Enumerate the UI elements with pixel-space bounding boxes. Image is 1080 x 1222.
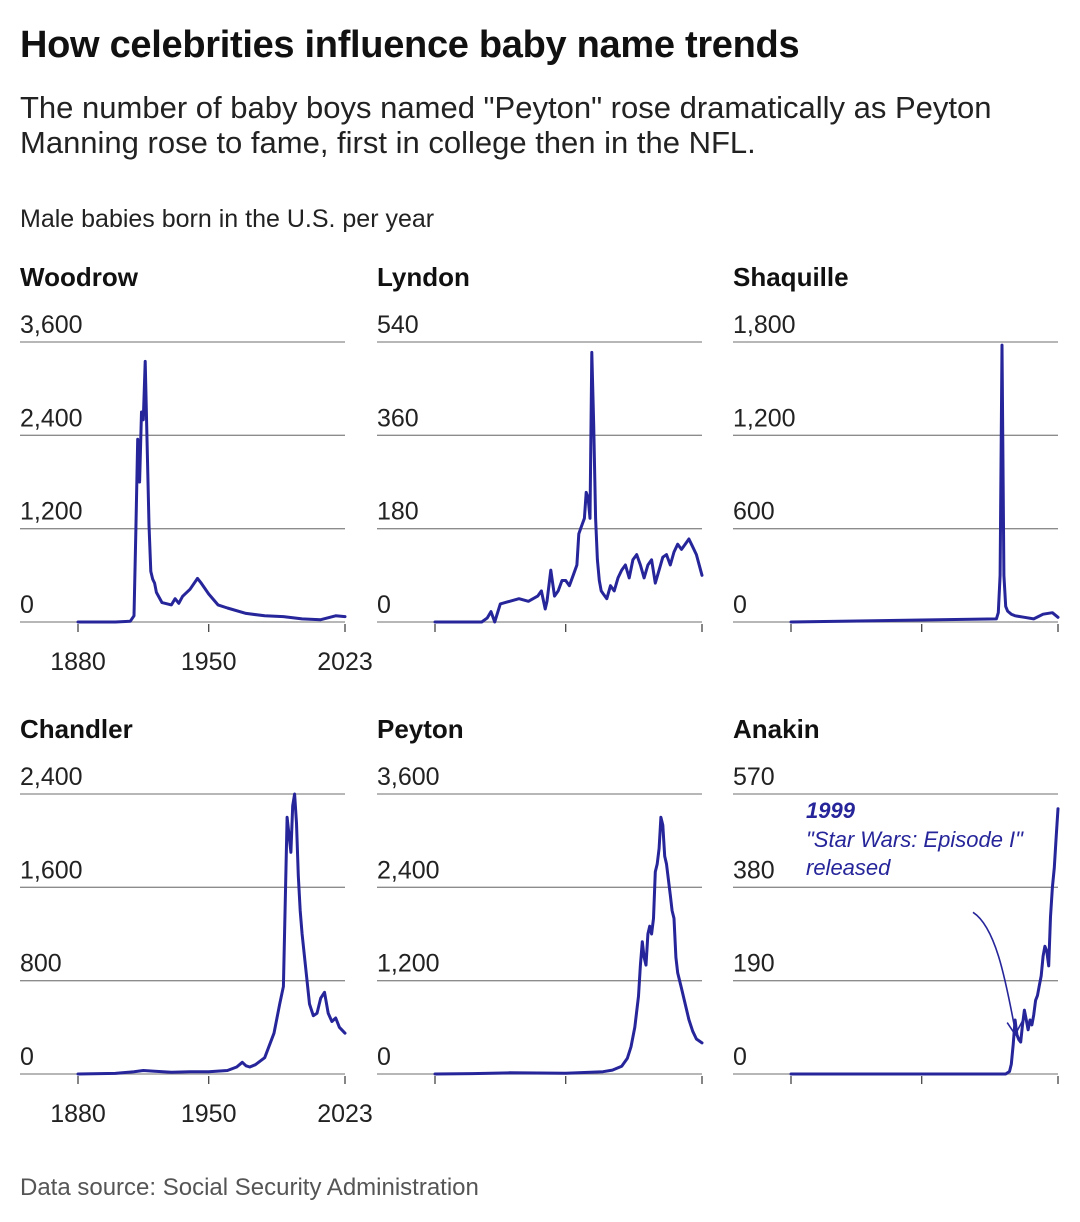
y-tick-label: 2,400	[20, 404, 83, 432]
y-tick-label: 190	[733, 950, 775, 978]
panel-title: Lyndon	[377, 262, 470, 292]
series-line	[76, 359, 347, 624]
panel-title: Anakin	[733, 714, 820, 744]
y-tick-label: 570	[733, 763, 775, 791]
y-tick-label: 2,400	[20, 763, 83, 791]
panel-title: Shaquille	[733, 262, 849, 292]
x-tick-label: 2023	[317, 648, 373, 676]
series-line	[433, 815, 704, 1076]
x-tick-label: 1880	[50, 1100, 106, 1128]
series-line	[789, 343, 1060, 624]
panel-title: Chandler	[20, 714, 133, 744]
annotation-arrowhead	[1006, 1021, 1023, 1037]
y-tick-label: 1,600	[20, 856, 83, 884]
y-tick-label: 3,600	[20, 311, 83, 339]
y-tick-label: 0	[733, 591, 747, 619]
panel-shaquille: Shaquille 0 600 1,200 1,800	[733, 262, 1060, 632]
x-tick-label: 2023	[317, 1100, 373, 1128]
annotation-text: "Star Wars: Episode I"	[806, 827, 1024, 852]
y-tick-label: 1,200	[733, 404, 796, 432]
x-tick-label: 1950	[181, 1100, 237, 1128]
y-tick-label: 1,200	[377, 950, 440, 978]
y-tick-label: 3,600	[377, 763, 440, 791]
panel-title: Woodrow	[20, 262, 139, 292]
y-tick-label: 0	[733, 1043, 747, 1071]
series-line	[433, 350, 704, 624]
panel-chandler: Chandler 0 800 1,600 2,400 1880 1950 2023	[20, 714, 373, 1128]
y-tick-label: 0	[377, 591, 391, 619]
y-tick-label: 360	[377, 404, 419, 432]
y-tick-label: 0	[377, 1043, 391, 1071]
y-tick-label: 600	[733, 498, 775, 526]
y-tick-label: 380	[733, 856, 775, 884]
series-line	[76, 792, 347, 1076]
annotation-arrow	[972, 911, 1016, 1031]
panel-peyton: Peyton 0 1,200 2,400 3,600	[377, 714, 704, 1084]
panel-title: Peyton	[377, 714, 464, 744]
y-tick-label: 1,200	[20, 498, 83, 526]
chart-subtitle: The number of baby boys named "Peyton" r…	[20, 90, 992, 160]
y-tick-label: 0	[20, 1043, 34, 1071]
y-tick-label: 180	[377, 498, 419, 526]
units-label: Male babies born in the U.S. per year	[20, 205, 435, 233]
annotation-text: released	[806, 855, 891, 880]
y-tick-label: 2,400	[377, 856, 440, 884]
x-tick-label: 1950	[181, 648, 237, 676]
data-source: Data source: Social Security Administrat…	[20, 1174, 479, 1201]
chart-title: How celebrities influence baby name tren…	[20, 24, 800, 66]
y-tick-label: 540	[377, 311, 419, 339]
y-tick-label: 0	[20, 591, 34, 619]
y-tick-label: 800	[20, 950, 62, 978]
panel-anakin: Anakin 0 190 380 570 1999 "Star Wars: Episode …	[733, 714, 1060, 1084]
panel-lyndon: Lyndon 0 180 360 540	[377, 262, 704, 632]
y-tick-label: 1,800	[733, 311, 796, 339]
x-tick-label: 1880	[50, 648, 106, 676]
series-line	[789, 807, 1060, 1076]
annotation-year: 1999	[806, 798, 856, 823]
panel-woodrow: Woodrow 0 1,200 2,400 3,600 1880 1950 2023	[20, 262, 373, 676]
